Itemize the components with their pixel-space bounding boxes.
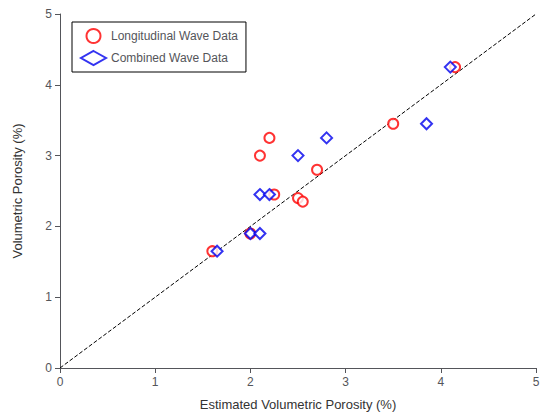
- svg-text:1: 1: [45, 290, 52, 304]
- svg-text:Volumetric Porosity (%): Volumetric Porosity (%): [10, 123, 25, 258]
- svg-text:4: 4: [45, 78, 52, 92]
- svg-text:4: 4: [437, 375, 444, 389]
- svg-text:2: 2: [45, 219, 52, 233]
- svg-text:1: 1: [152, 375, 159, 389]
- svg-text:5: 5: [45, 7, 52, 21]
- svg-text:3: 3: [45, 149, 52, 163]
- svg-text:2: 2: [247, 375, 254, 389]
- svg-text:3: 3: [342, 375, 349, 389]
- svg-text:5: 5: [533, 375, 540, 389]
- svg-text:0: 0: [57, 375, 64, 389]
- svg-text:0: 0: [45, 361, 52, 375]
- svg-text:Combined Wave Data: Combined Wave Data: [111, 51, 228, 65]
- svg-text:Longitudinal Wave Data: Longitudinal Wave Data: [111, 29, 238, 43]
- svg-text:Estimated Volumetric Porosity: Estimated Volumetric Porosity (%): [200, 397, 397, 412]
